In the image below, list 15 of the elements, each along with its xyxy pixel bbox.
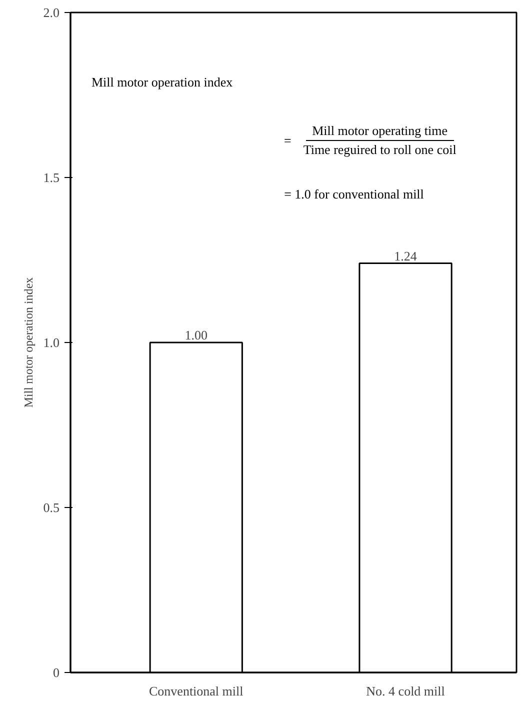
y-tick-label: 1.0 bbox=[43, 335, 60, 350]
y-tick-label: 2.0 bbox=[43, 5, 60, 20]
annotation: = 1.0 for conventional mill bbox=[284, 186, 424, 202]
annotation: = bbox=[284, 132, 292, 148]
y-tick-label: 1.5 bbox=[43, 170, 60, 185]
annotation: Mill motor operation index bbox=[91, 74, 234, 90]
annotation: Mill motor operating time bbox=[306, 123, 454, 141]
y-tick-label: 0.5 bbox=[43, 500, 60, 515]
y-axis-title: Mill motor operation index bbox=[21, 277, 36, 408]
data-label: 1.24 bbox=[394, 248, 418, 264]
y-tick-label: 0 bbox=[53, 665, 60, 680]
x-tick-label: No. 4 cold mill bbox=[366, 684, 446, 698]
x-tick-label: Conventional mill bbox=[149, 684, 244, 698]
data-label: 1.00 bbox=[184, 328, 208, 342]
annotation: Time reguired to roll one coil bbox=[303, 141, 456, 158]
